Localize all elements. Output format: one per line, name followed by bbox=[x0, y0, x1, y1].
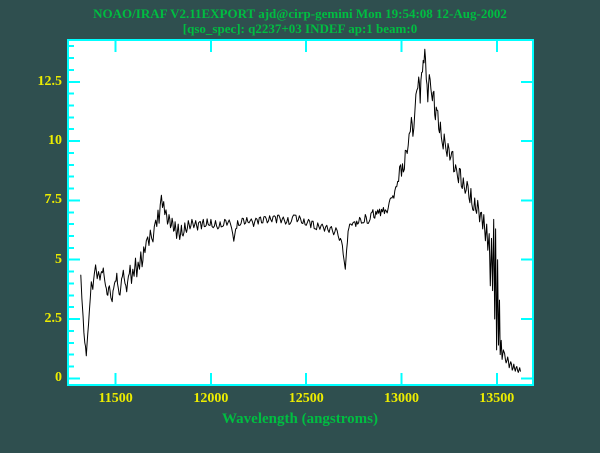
axis-ticks bbox=[69, 41, 532, 384]
y-tick-label: 2.5 bbox=[44, 311, 63, 327]
x-tick-label: 12500 bbox=[288, 391, 324, 406]
x-tick-label: 13000 bbox=[384, 391, 419, 406]
y-tick-label: 12.5 bbox=[37, 73, 63, 89]
x-tick-label: 11500 bbox=[98, 391, 133, 406]
header-line-1: NOAO/IRAF V2.11EXPORT ajd@cirp-gemini Mo… bbox=[93, 6, 507, 21]
y-tick-label: 0 bbox=[55, 370, 62, 386]
x-axis-title: Wavelength (angstroms) bbox=[222, 411, 378, 427]
plot-area bbox=[67, 39, 534, 386]
y-tick-label: 5 bbox=[55, 251, 62, 267]
y-tick-label: 10 bbox=[48, 133, 62, 149]
x-tick-label: 13500 bbox=[479, 391, 515, 406]
header-line-2: [qso_spec]: q2237+03 INDEF ap:1 beam:0 bbox=[182, 21, 418, 36]
spectrum-line bbox=[80, 48, 521, 373]
x-tick-label: 12000 bbox=[193, 391, 229, 406]
y-tick-label: 7.5 bbox=[44, 192, 63, 208]
